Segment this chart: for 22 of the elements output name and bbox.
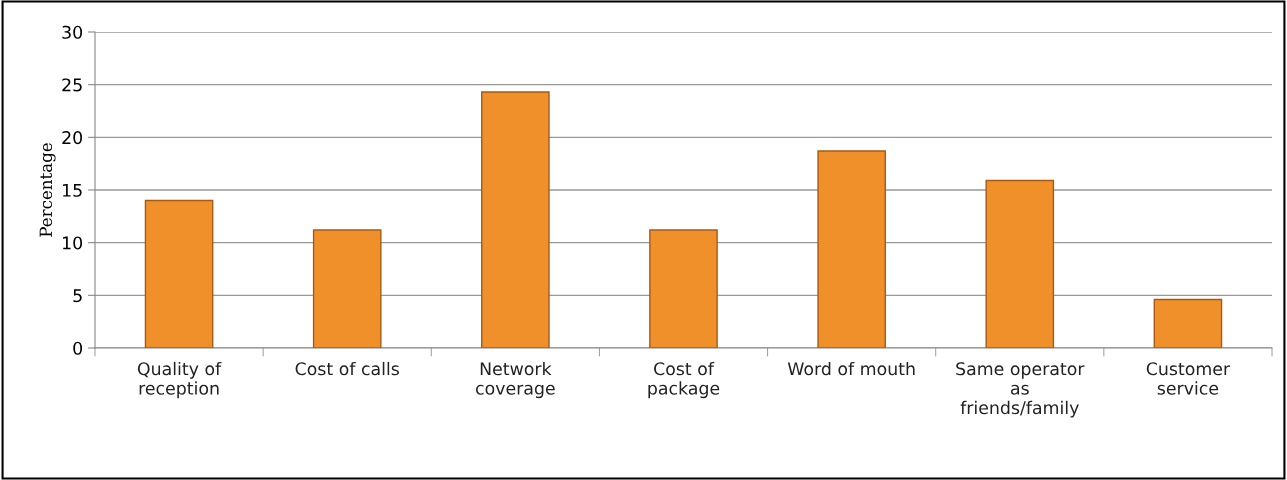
x-tick-label: Customer service [1146,362,1231,395]
bar [817,150,886,348]
y-tick-label: 10 [63,236,83,250]
bar [1153,298,1223,348]
y-tick-label: 5 [73,289,82,303]
y-tick-label: 20 [62,131,83,145]
bar [985,179,1055,348]
x-tick-label: Network coverage [476,361,555,399]
x-tick-label: Quality of reception [137,361,222,399]
x-tick-label: Word of mouth [787,361,915,376]
x-tick-label: Same operator as friends/family [956,362,1085,418]
x-tick-label: Cost of package [648,361,720,399]
bar [649,229,718,348]
y-tick-label: 15 [63,183,82,197]
bar [144,199,214,348]
y-tick-label: 0 [73,341,83,355]
y-axis-title: Percentage [39,143,56,237]
y-tick-label: 25 [62,78,82,92]
bar [312,229,382,348]
x-tick-label: Cost of calls [295,361,399,376]
y-tick-label: 30 [62,25,83,39]
bar [481,91,550,348]
